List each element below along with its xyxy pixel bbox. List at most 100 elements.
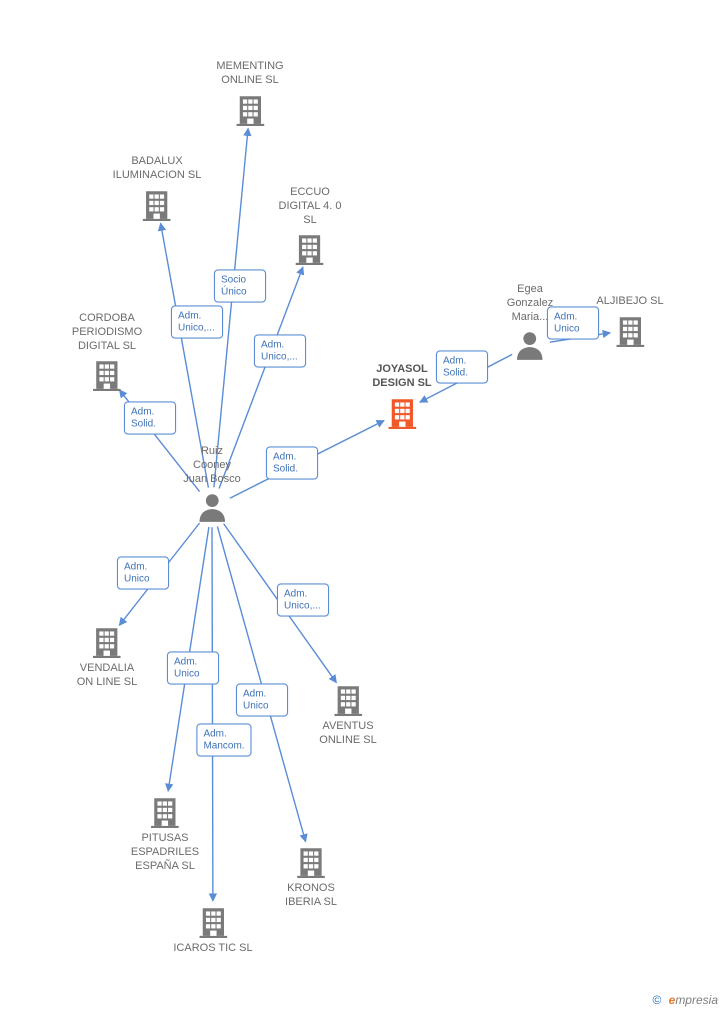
node-label-block: ALJIBEJO SL [596,295,663,309]
node-label-line: ONLINE SL [319,734,376,748]
edge-label: Adm.Solid. [436,351,488,384]
edge-label: Adm.Solid. [124,402,176,435]
person-icon [195,490,229,524]
node-label-block: JOYASOLDESIGN SL [372,363,431,391]
building-icon [385,395,419,429]
node-label-line: DESIGN SL [372,377,431,391]
edge-label-line: Adm. [124,562,162,574]
node-label-line: KRONOS [285,882,337,896]
node-kronos: KRONOSIBERIA SL [285,840,337,910]
person-icon [513,328,547,362]
node-label-line: Cooney [183,459,240,473]
edge-line [212,527,213,901]
node-label-block: CORDOBAPERIODISMODIGITAL SL [72,312,142,353]
edge-label: SocioÚnico [214,270,266,303]
node-label-line: PERIODISMO [72,326,142,340]
node-label-block: MEMENTINGONLINE SL [216,60,283,88]
node-label-line: ECCUO [279,186,342,200]
node-pitusas: PITUSASESPADRILESESPAÑA SL [131,790,199,873]
node-label-line: DIGITAL 4. 0 [279,200,342,214]
node-vendalia: VENDALIAON LINE SL [77,620,138,690]
edge-line [161,223,209,487]
edge-label: Adm.Unico,... [254,335,306,368]
node-label-block: ECCUODIGITAL 4. 0SL [279,186,342,227]
node-joyasol: JOYASOLDESIGN SL [372,363,431,429]
node-label-line: SL [279,214,342,228]
edge-label: Adm.Mancom. [196,724,251,757]
node-label-line: MEMENTING [216,60,283,74]
node-label-block: KRONOSIBERIA SL [285,882,337,910]
edge-label-line: Adm. [174,657,212,669]
edge-label-line: Unico [174,668,212,680]
node-label-block: RuizCooneyJuan Bosco [183,445,240,486]
edges-layer [0,0,728,1015]
edge-label-line: Solid. [131,418,169,430]
footer-brand: © empresia [652,993,718,1007]
edge-label-line: Adm. [261,340,299,352]
edge-label: Adm.Unico,... [171,306,223,339]
diagram-canvas: MEMENTINGONLINE SL BADALUXILUMINACION SL… [0,0,728,1015]
edge-label-line: Adm. [554,312,592,324]
edge-label: Adm.Unico [547,307,599,340]
edge-label-line: Unico [124,573,162,585]
node-label-line: ONLINE SL [216,74,283,88]
brand-rest: mpresia [675,993,718,1007]
building-icon [140,187,174,221]
edge-label-line: Unico,... [261,351,299,363]
node-label-line: ICAROS TIC SL [173,942,252,956]
edge-label-line: Socio [221,275,259,287]
node-label-line: BADALUX [113,155,202,169]
node-label-block: BADALUXILUMINACION SL [113,155,202,183]
edge-label: Adm.Unico,... [277,584,329,617]
building-icon [613,313,647,347]
copyright-symbol: © [652,993,661,1007]
node-label-line: PITUSAS [131,832,199,846]
node-label-line: Ruiz [183,445,240,459]
node-ruiz: RuizCooneyJuan Bosco [183,445,240,524]
edge-label-line: Adm. [178,311,216,323]
node-label-block: PITUSASESPADRILESESPAÑA SL [131,832,199,873]
node-label-line: VENDALIA [77,662,138,676]
building-icon [294,844,328,878]
edge-label-line: Solid. [443,367,481,379]
node-aljibejo: ALJIBEJO SL [596,295,663,347]
building-icon [90,624,124,658]
node-mementing: MEMENTINGONLINE SL [216,60,283,126]
building-icon [90,357,124,391]
node-label-line: ESPADRILES [131,846,199,860]
edge-label: Adm.Solid. [266,447,318,480]
node-label-block: VENDALIAON LINE SL [77,662,138,690]
edge-label-line: Unico [243,700,281,712]
node-label-block: ICAROS TIC SL [173,942,252,956]
node-label-line: AVENTUS [319,720,376,734]
node-cordoba: CORDOBAPERIODISMODIGITAL SL [72,312,142,391]
edge-label: Adm.Unico [167,652,219,685]
edge-label-line: Único [221,286,259,298]
node-label-line: IBERIA SL [285,896,337,910]
edge-label-line: Adm. [273,452,311,464]
edge-label-line: Adm. [284,589,322,601]
edge-label-line: Adm. [131,407,169,419]
node-label-line: ESPAÑA SL [131,860,199,874]
building-icon [331,682,365,716]
node-label-line: DIGITAL SL [72,340,142,354]
building-icon [233,92,267,126]
edge-label-line: Unico,... [178,322,216,334]
node-label-line: ON LINE SL [77,676,138,690]
edge-label-line: Adm. [243,689,281,701]
building-icon [148,794,182,828]
edge-label-line: Solid. [273,463,311,475]
edge-label-line: Unico,... [284,600,322,612]
edge-label: Adm.Unico [236,684,288,717]
node-badalux: BADALUXILUMINACION SL [113,155,202,221]
node-eccuo: ECCUODIGITAL 4. 0SL [279,186,342,265]
building-icon [293,231,327,265]
node-label-line: ILUMINACION SL [113,169,202,183]
edge-label-line: Adm. [203,729,244,741]
node-aventus: AVENTUSONLINE SL [319,678,376,748]
node-icaros: ICAROS TIC SL [173,900,252,956]
node-label-line: JOYASOL [372,363,431,377]
node-label-line: Juan Bosco [183,473,240,487]
building-icon [196,904,230,938]
node-label-line: Egea [507,283,553,297]
